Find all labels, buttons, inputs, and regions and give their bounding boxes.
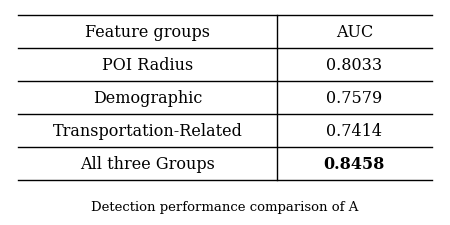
- Text: 0.7414: 0.7414: [326, 122, 382, 139]
- Text: 0.8033: 0.8033: [326, 56, 382, 74]
- Text: Demographic: Demographic: [93, 89, 202, 106]
- Text: Feature groups: Feature groups: [85, 24, 210, 41]
- Text: All three Groups: All three Groups: [80, 155, 215, 172]
- Text: Transportation-Related: Transportation-Related: [53, 122, 242, 139]
- Text: 0.7579: 0.7579: [326, 89, 382, 106]
- Text: POI Radius: POI Radius: [102, 56, 193, 74]
- Text: Detection performance comparison of A: Detection performance comparison of A: [91, 200, 359, 214]
- Text: AUC: AUC: [336, 24, 373, 41]
- Text: 0.8458: 0.8458: [324, 155, 385, 172]
